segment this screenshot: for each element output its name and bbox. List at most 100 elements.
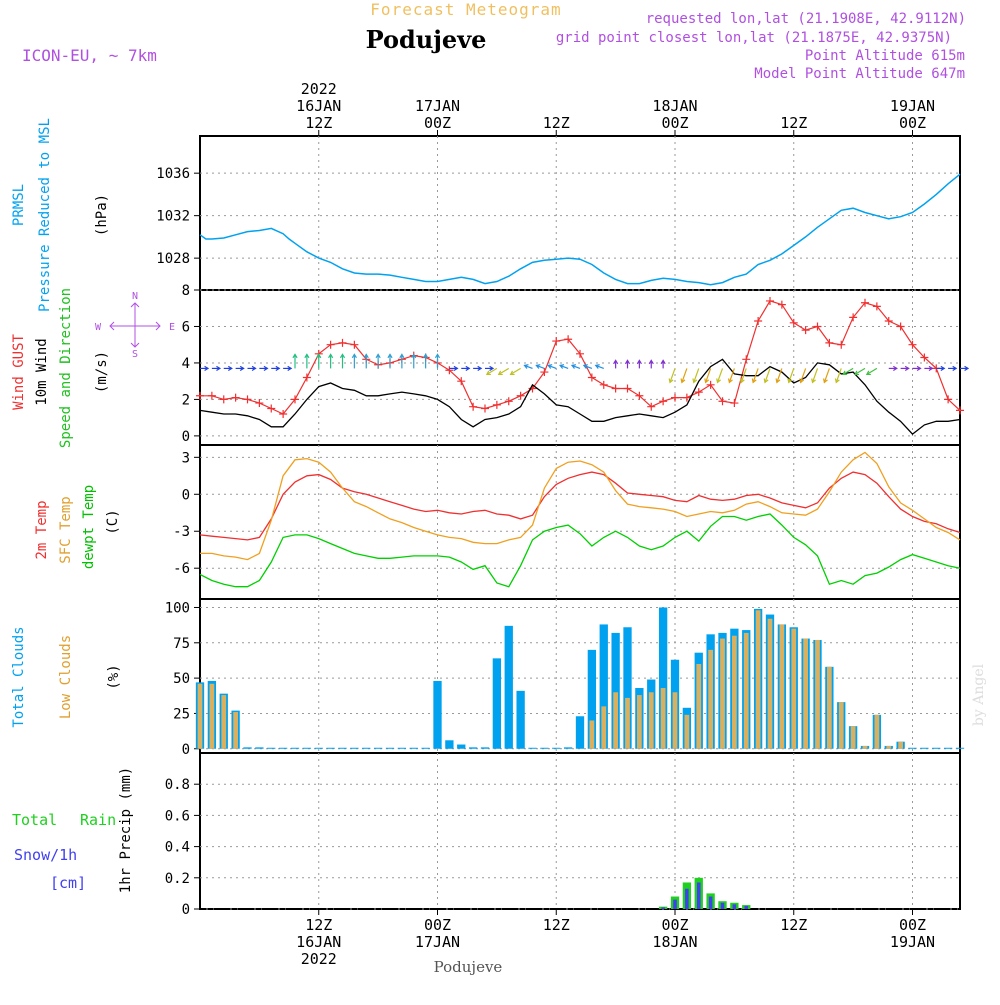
wind-arrow-head <box>799 378 805 384</box>
low-cloud-bar <box>696 663 702 749</box>
gust-point <box>730 399 739 408</box>
total-cloud-bar <box>955 747 965 749</box>
wind-arrow-head <box>453 365 459 371</box>
low-cloud-bar <box>779 624 785 749</box>
total-cloud-bar <box>932 747 941 749</box>
wind-direction-arrow <box>776 368 783 383</box>
low-cloud-bar <box>850 726 856 749</box>
total-cloud-bar <box>373 747 383 749</box>
temp-sfc-line <box>200 451 961 561</box>
wind-direction-arrow <box>510 367 521 375</box>
wind-arrow-head <box>423 353 429 359</box>
pressure-frame <box>199 135 961 291</box>
model-label: ICON-EU, ~ 7km <box>22 46 157 65</box>
bottom-time-label: 12Z <box>543 916 570 934</box>
low-cloud-bar <box>862 745 868 749</box>
pressure-labels: PRMSL Pressure Reduced to MSL (hPa) <box>11 118 110 312</box>
total-cloud-bar <box>587 649 597 749</box>
wind-arrow-head <box>822 378 828 384</box>
wind-arrow-head <box>559 364 565 369</box>
gust-point <box>207 391 216 400</box>
total-cloud-bar <box>445 740 454 749</box>
wind-arrow-head <box>893 365 898 371</box>
top-time-label: 12Z <box>780 114 807 132</box>
low-cloud-bar <box>221 695 227 749</box>
compass-rose: N S W E <box>95 291 175 360</box>
gust-point <box>825 338 834 347</box>
wind-arrow-head <box>613 359 619 365</box>
total-cloud-bar <box>468 747 478 749</box>
cloud-ytick-label: 75 <box>173 636 190 652</box>
low-cloud-bar <box>898 741 903 749</box>
wind-arrow-head <box>582 364 588 369</box>
top-time-label: 16JAN <box>296 97 341 115</box>
cloud-label-unit: (%) <box>106 664 122 689</box>
wind-direction-arrow <box>740 368 747 383</box>
cloud-ytick-label: 100 <box>165 600 190 616</box>
wind-direction-arrow <box>788 368 795 383</box>
info-line-3: Point Altitude 615m <box>805 48 965 64</box>
wind-arrow-head <box>594 364 600 369</box>
total-cloud-bar <box>552 747 561 749</box>
wind-arrow-head <box>865 370 871 376</box>
gust-point <box>682 393 691 402</box>
wind-arrow-head <box>811 378 816 384</box>
compass-east: E <box>169 322 175 333</box>
gust-point <box>956 406 964 415</box>
wind-direction-arrow <box>548 364 557 369</box>
total-cloud-bar <box>504 625 513 749</box>
total-cloud-bar <box>433 680 442 749</box>
wind-arrow-head <box>940 365 946 371</box>
wind-arrow-head <box>411 353 417 359</box>
wind-arrow-head <box>763 378 769 384</box>
wind-arrow-head <box>570 364 577 369</box>
bottom-time-label: 19JAN <box>890 933 935 951</box>
gust-point <box>243 395 252 404</box>
gust-point <box>540 368 549 377</box>
gust-point <box>291 395 299 404</box>
precip-frame <box>199 752 961 910</box>
precip-snow-bar <box>685 888 689 909</box>
wind-arrow-head <box>751 378 757 384</box>
bottom-time-label: 12Z <box>780 916 807 934</box>
total-cloud-bar <box>528 747 537 749</box>
low-cloud-bar <box>672 692 678 749</box>
wind-arrow-head <box>239 365 245 371</box>
grid-lines <box>200 136 960 910</box>
gust-point <box>706 380 715 389</box>
precip-snow-bar <box>732 904 737 909</box>
wind-arrow-head <box>509 370 515 376</box>
total-cloud-bar <box>480 747 490 749</box>
wind-arrow-head <box>292 353 298 359</box>
top-time-label: 12Z <box>543 114 570 132</box>
temp-ytick-label: 0 <box>182 487 190 503</box>
wind-arrow-head <box>854 370 860 376</box>
gust-point <box>196 391 204 400</box>
gust-point <box>255 399 264 408</box>
temp-ytick-label: -6 <box>173 561 190 577</box>
wind-direction-arrow <box>583 364 593 369</box>
precip-label-snow: Snow/1h <box>14 846 77 864</box>
total-cloud-bar <box>943 747 953 749</box>
precip-ytick-label: 0.8 <box>165 777 190 793</box>
total-cloud-bar <box>267 747 276 749</box>
wind-arrow-head <box>842 370 848 376</box>
wind-arrow-head <box>660 359 666 365</box>
wind-arrow-head <box>648 359 654 365</box>
series-layer <box>195 173 970 910</box>
gust-point <box>457 377 466 386</box>
wind-arrow-head <box>739 378 745 384</box>
axis-ticks: 1028 1032 1036 0 2 4 6 8 -6 -3 0 3 0 25 50 75 100 0 0.2 0.4… <box>156 80 935 968</box>
total-cloud-bar <box>338 747 347 749</box>
precip-ytick-label: 0.4 <box>165 840 190 856</box>
temp-label-sfc: SFC Temp <box>58 496 74 563</box>
gust-point <box>801 326 810 335</box>
top-time-label: 19JAN <box>890 97 935 115</box>
gust-point <box>872 302 881 311</box>
precip-snow-bar <box>661 907 665 909</box>
total-cloud-bar <box>516 690 525 749</box>
wind-arrow-head <box>952 365 958 371</box>
title-top: Forecast Meteogram <box>370 0 561 19</box>
wind-arrow-head <box>363 353 369 359</box>
gust-point <box>671 393 679 402</box>
